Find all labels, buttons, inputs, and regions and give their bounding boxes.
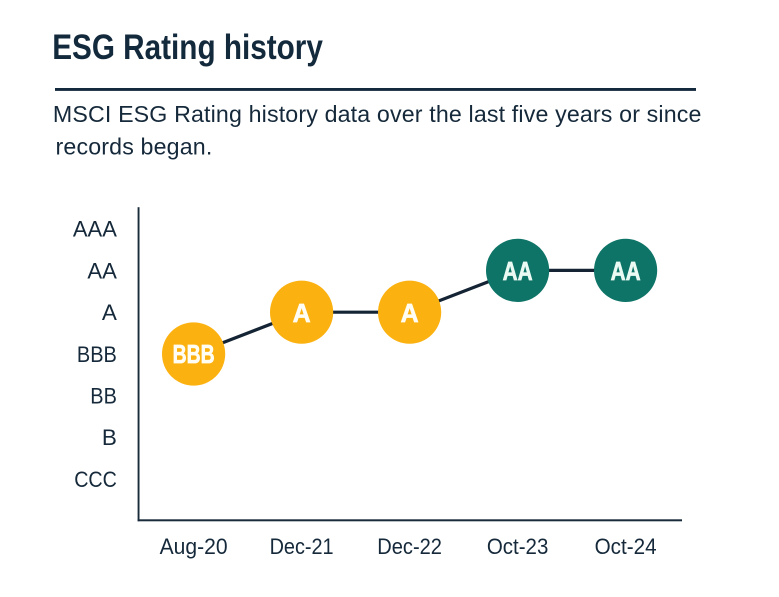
svg-text:B: B bbox=[102, 425, 117, 450]
svg-text:AA: AA bbox=[503, 256, 533, 286]
svg-text:Dec-22: Dec-22 bbox=[377, 534, 442, 559]
svg-text:Dec-21: Dec-21 bbox=[270, 534, 334, 559]
svg-text:Oct-24: Oct-24 bbox=[595, 534, 657, 559]
svg-text:ESG Rating history: ESG Rating history bbox=[52, 28, 323, 67]
svg-text:A: A bbox=[102, 300, 117, 325]
svg-text:A: A bbox=[401, 298, 419, 328]
svg-text:Aug-20: Aug-20 bbox=[160, 534, 228, 559]
svg-text:CCC: CCC bbox=[74, 467, 117, 492]
svg-text:BBB: BBB bbox=[77, 342, 117, 367]
svg-text:AA: AA bbox=[611, 256, 641, 286]
svg-text:A: A bbox=[293, 298, 311, 328]
svg-text:AAA: AAA bbox=[73, 217, 117, 242]
svg-text:BBB: BBB bbox=[173, 339, 215, 369]
svg-text:MSCI ESG Rating history data o: MSCI ESG Rating history data over the la… bbox=[53, 101, 702, 127]
svg-text:AA: AA bbox=[87, 258, 117, 283]
svg-text:BB: BB bbox=[90, 384, 117, 409]
svg-text:records began.: records began. bbox=[56, 133, 213, 159]
svg-text:Oct-23: Oct-23 bbox=[487, 534, 549, 559]
